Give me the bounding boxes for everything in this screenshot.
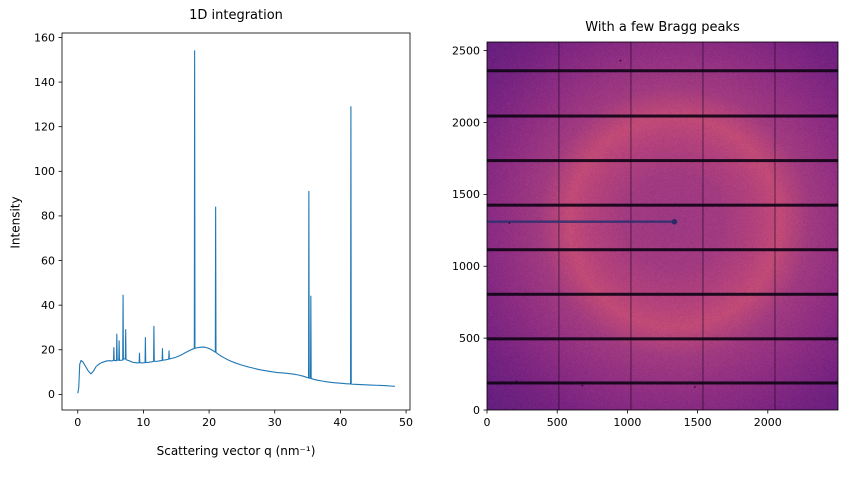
- left-y-tick-label: 20: [41, 344, 55, 357]
- left-y-tick-label: 100: [34, 165, 55, 178]
- left-x-tick-label: 0: [74, 416, 81, 429]
- bragg-peaks-image: [487, 42, 838, 410]
- right-y-tick-label: 500: [459, 332, 480, 345]
- left-y-tick-label: 40: [41, 299, 55, 312]
- left-y-tick-label: 80: [41, 210, 55, 223]
- right-x-tick-label: 500: [547, 416, 568, 429]
- right-chart-title: With a few Bragg peaks: [585, 20, 740, 35]
- left-y-tick-label: 160: [34, 31, 55, 44]
- left-x-axis-label: Scattering vector q (nm⁻¹): [156, 444, 316, 458]
- left-x-tick-label: 40: [333, 416, 347, 429]
- left-x-tick-label: 50: [399, 416, 413, 429]
- right-y-tick-label: 0: [473, 404, 480, 417]
- left-chart-title: 1D integration: [189, 8, 283, 23]
- right-x-tick-label: 1000: [613, 416, 641, 429]
- left-x-tick-label: 10: [136, 416, 150, 429]
- left-y-tick-label: 120: [34, 120, 55, 133]
- right-y-tick-label: 2500: [452, 44, 480, 57]
- right-x-tick-label: 2000: [754, 416, 782, 429]
- right-x-tick-label: 1500: [684, 416, 712, 429]
- right-x-tick-label: 0: [484, 416, 491, 429]
- right-y-tick-label: 2000: [452, 116, 480, 129]
- right-y-tick-label: 1500: [452, 188, 480, 201]
- left-y-tick-label: 0: [48, 388, 55, 401]
- left-x-tick-label: 20: [202, 416, 216, 429]
- left-y-axis-label: Intensity: [8, 196, 23, 249]
- left-x-tick-label: 30: [268, 416, 282, 429]
- right-y-tick-label: 1000: [452, 260, 480, 273]
- intensity-curve: [77, 50, 395, 394]
- left-y-tick-label: 60: [41, 254, 55, 267]
- left-y-tick-label: 140: [34, 76, 55, 89]
